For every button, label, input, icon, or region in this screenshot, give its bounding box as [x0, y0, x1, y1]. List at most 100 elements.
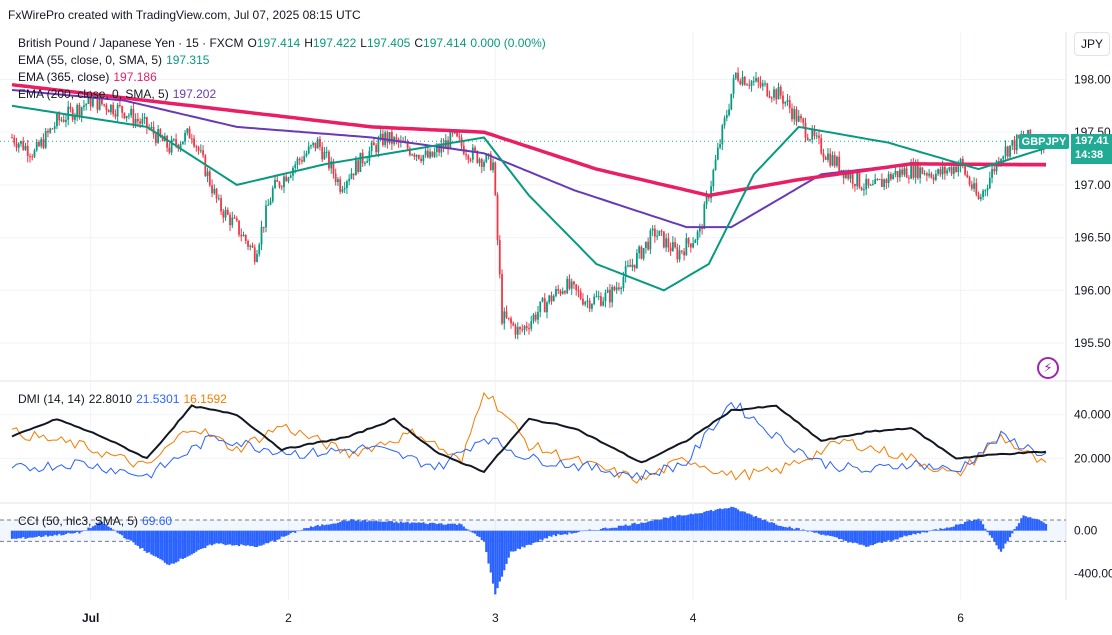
cci-bar	[703, 511, 706, 531]
cci-bar	[779, 525, 782, 531]
candle-body	[501, 274, 503, 324]
cci-bar	[622, 525, 625, 531]
candle-body	[741, 76, 744, 85]
dmi-legend[interactable]: DMI (14, 14) 22.8010 21.5301 16.1592	[18, 392, 231, 406]
cci-bar	[912, 530, 915, 534]
candle-body	[62, 119, 65, 122]
cci-bar	[1011, 530, 1014, 534]
cci-bar	[352, 519, 355, 531]
cci-bar	[44, 530, 47, 536]
cci-bar	[249, 530, 252, 547]
candle-body	[779, 86, 782, 96]
cci-bar	[428, 522, 432, 531]
cci-bar	[201, 530, 205, 549]
currency-unit-button[interactable]: JPY	[1074, 32, 1110, 56]
cci-bar	[831, 530, 834, 537]
ohlc-close: 197.414	[423, 36, 467, 50]
cci-bar	[811, 530, 814, 532]
ema55-legend[interactable]: EMA (55, close, 0, SMA, 5) 197.315	[18, 53, 213, 67]
candle-body	[570, 281, 573, 289]
candle-body	[768, 96, 771, 98]
cci-bar	[732, 507, 735, 531]
cci-bar	[82, 530, 86, 531]
cci-bar	[478, 530, 481, 538]
cci-bar	[824, 530, 827, 536]
cci-bar	[210, 530, 214, 546]
cci-bar	[446, 523, 450, 531]
candle-body	[532, 314, 535, 321]
cci-bar	[222, 530, 225, 545]
candle-body	[979, 196, 982, 200]
cci-bar	[959, 523, 962, 531]
cci-bar	[584, 530, 587, 532]
cci-bar	[420, 522, 423, 531]
candle-body	[280, 186, 283, 188]
candle-body	[698, 227, 701, 232]
cci-bar	[206, 530, 209, 546]
candle-body	[31, 156, 34, 158]
candle-body	[424, 150, 427, 156]
ema200-legend[interactable]: EMA (200, close, 0, SMA, 5) 197.202	[18, 87, 220, 101]
candle-body	[550, 295, 553, 302]
cci-bar	[712, 511, 715, 531]
candle-body	[737, 72, 739, 81]
candle-body	[716, 147, 719, 160]
lightning-icon[interactable]: ⚡	[1037, 357, 1059, 379]
cci-bar	[393, 522, 396, 531]
ema55-line	[11, 104, 1047, 292]
candle-body	[975, 183, 978, 195]
candle-body	[11, 137, 13, 139]
ema365-legend[interactable]: EMA (365, close) 197.186	[18, 70, 161, 84]
ema55-label: EMA (55, close, 0, SMA, 5)	[18, 53, 163, 67]
candle-body	[388, 131, 391, 143]
cci-bar	[318, 526, 322, 531]
cci-bar	[512, 530, 515, 552]
cci-bar	[296, 530, 299, 532]
cci-bar	[350, 519, 353, 531]
candle-body	[559, 290, 562, 294]
cci-bar	[793, 529, 796, 531]
candle-body	[973, 183, 975, 189]
cci-bar	[611, 527, 614, 531]
cci-bar	[604, 527, 607, 531]
candle-body	[240, 234, 243, 237]
cci-bar	[422, 522, 425, 531]
candle-body	[159, 129, 162, 137]
cci-bar	[28, 530, 32, 538]
cci-bar	[157, 530, 160, 558]
cci-bar	[177, 530, 180, 562]
candle-body	[17, 143, 20, 148]
cci-bar	[103, 524, 106, 531]
cci-bar	[671, 516, 674, 531]
candle-body	[415, 154, 418, 157]
candle-body	[773, 89, 775, 98]
candle-body	[456, 132, 458, 137]
cci-bar	[273, 530, 277, 542]
cci-bar	[550, 530, 553, 537]
candle-body	[860, 187, 863, 190]
candle-body	[285, 176, 288, 182]
candle-body	[287, 177, 290, 182]
cci-bar	[480, 530, 483, 541]
candle-body	[512, 323, 515, 326]
candle-body	[145, 117, 148, 128]
candle-body	[319, 138, 321, 147]
cci-bar	[231, 530, 234, 546]
candle-body	[222, 211, 225, 218]
candle-body	[750, 81, 753, 86]
candle-body	[743, 76, 746, 86]
cci-bar	[644, 522, 647, 531]
cci-bar	[148, 530, 151, 553]
candle-body	[296, 158, 299, 165]
candle-body	[357, 160, 360, 172]
candle-body	[65, 119, 67, 122]
cci-legend[interactable]: CCI (50, hlc3, SMA, 5) 69.60	[18, 514, 176, 528]
candle-body	[123, 112, 126, 119]
candle-body	[676, 247, 679, 260]
cci-bar	[984, 528, 987, 531]
cci-bar	[253, 530, 256, 548]
candle-body	[20, 141, 22, 144]
candle-body	[907, 177, 910, 179]
cci-bar	[620, 525, 623, 531]
